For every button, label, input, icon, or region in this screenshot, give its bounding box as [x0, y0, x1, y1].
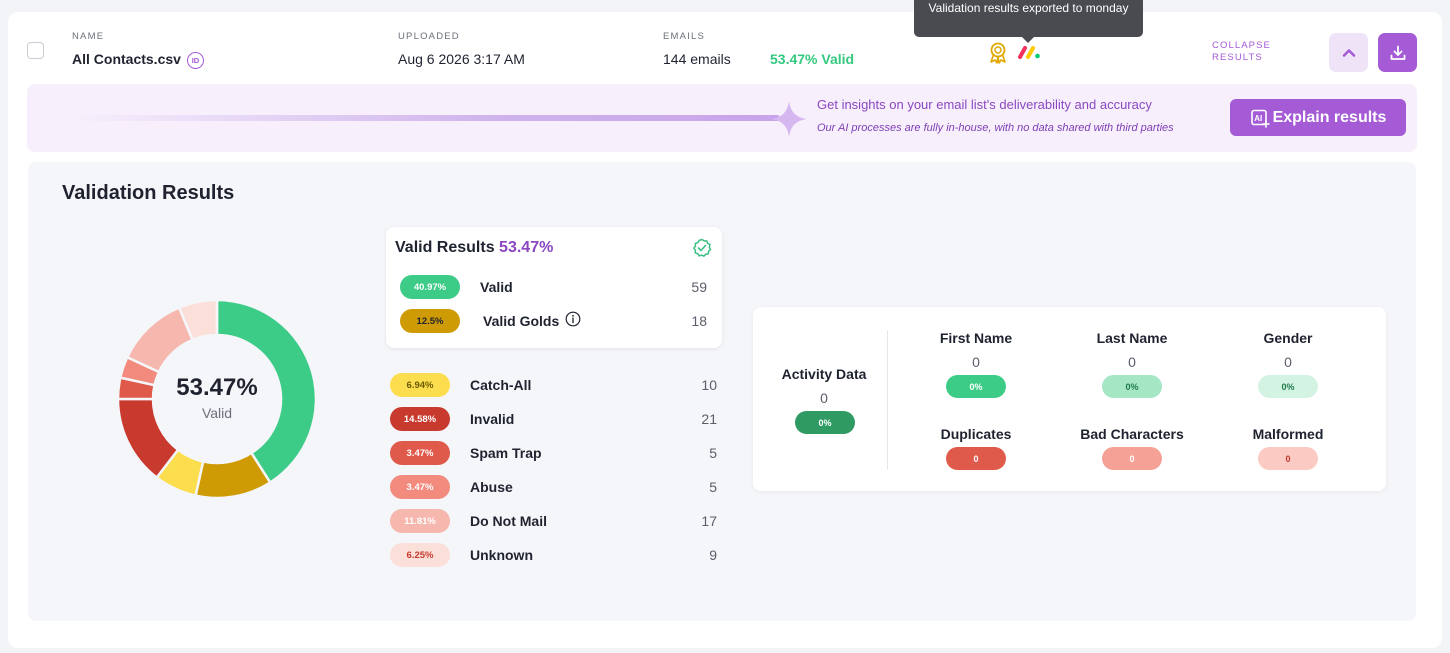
banner-subtitle: Our AI processes are fully in-house, wit…	[817, 122, 1174, 134]
uploaded-label: UPLOADED	[398, 31, 460, 42]
sparkle-icon	[771, 101, 807, 137]
svg-text:AI: AI	[1254, 114, 1262, 123]
ai-icon: AI	[1250, 109, 1270, 128]
uploaded-date: Aug 6 2026 3:17 AM	[398, 51, 525, 67]
invalid-pct-pill: 14.58%	[390, 407, 450, 431]
last-name-pill: 0%	[1102, 375, 1162, 398]
last-name-value: 0	[1128, 354, 1136, 370]
banner-title: Get insights on your email list's delive…	[817, 97, 1152, 112]
unknown-label: Unknown	[470, 547, 533, 563]
collapse-button[interactable]	[1329, 33, 1368, 72]
abuse-count: 5	[709, 479, 717, 495]
first-name-value: 0	[972, 354, 980, 370]
donut-segment-valid	[215, 299, 317, 485]
last-name-label: Last Name	[1096, 330, 1168, 346]
invalid-count: 21	[701, 411, 717, 427]
unknown-count: 9	[709, 547, 717, 563]
catch-all-pct-pill: 6.94%	[390, 373, 450, 397]
spam-trap-pct-pill: 3.47%	[390, 441, 450, 465]
gender-value: 0	[1284, 354, 1292, 370]
export-tooltip: Validation results exported to monday	[914, 0, 1143, 43]
file-name-text: All Contacts.csv	[72, 51, 181, 67]
bad-characters-pill: 0	[1102, 447, 1162, 470]
activity-data-label: Activity Data	[781, 366, 867, 382]
info-icon[interactable]	[565, 311, 581, 327]
valid-golds-label: Valid Golds	[483, 311, 581, 329]
download-icon	[1390, 45, 1405, 60]
valid-count: 59	[691, 279, 707, 295]
first-name-pill: 0%	[946, 375, 1006, 398]
gender-label: Gender	[1263, 330, 1313, 346]
donut-segment-unknown	[177, 299, 219, 342]
results-donut-chart	[117, 299, 317, 499]
duplicates-pill: 0	[946, 447, 1006, 470]
banner-decoration	[67, 115, 780, 121]
spam-trap-label: Spam Trap	[470, 445, 542, 461]
file-name: All Contacts.csv ID	[72, 51, 204, 69]
check-circle-icon	[693, 238, 712, 257]
emails-count: 144 emails	[663, 51, 731, 67]
first-name-label: First Name	[939, 330, 1013, 346]
award-icon[interactable]	[988, 42, 1008, 64]
abuse-label: Abuse	[470, 479, 513, 495]
valid-golds-pct-pill: 12.5%	[400, 309, 460, 333]
emails-label: EMAILS	[663, 31, 706, 42]
valid-results-pct: 53.47%	[499, 239, 554, 256]
do-not-mail-count: 17	[701, 513, 717, 529]
valid-pct-pill: 40.97%	[400, 275, 460, 299]
donut-percentage: 53.47%	[176, 374, 258, 401]
catch-all-count: 10	[701, 377, 717, 393]
monday-icon[interactable]	[1017, 44, 1041, 60]
validation-results-title: Validation Results	[62, 182, 235, 204]
gender-pill: 0%	[1258, 375, 1318, 398]
catch-all-label: Catch-All	[470, 377, 532, 393]
malformed-label: Malformed	[1252, 426, 1324, 442]
do-not-mail-pct-pill: 11.81%	[390, 509, 450, 533]
malformed-pill: 0	[1258, 447, 1318, 470]
duplicates-label: Duplicates	[940, 426, 1012, 442]
collapse-results-label[interactable]: COLLAPSE RESULTS	[1212, 40, 1271, 63]
do-not-mail-label: Do Not Mail	[470, 513, 547, 529]
activity-data-value: 0	[820, 390, 828, 406]
download-button[interactable]	[1378, 33, 1417, 72]
ai-insights-banner	[27, 84, 1417, 152]
spam-trap-count: 5	[709, 445, 717, 461]
valid-results-title: Valid Results 53.47%	[395, 239, 554, 256]
explain-results-label: Explain results	[1272, 108, 1387, 126]
unknown-pct-pill: 6.25%	[390, 543, 450, 567]
enrichment-divider	[887, 330, 888, 470]
valid-golds-count: 18	[691, 313, 707, 329]
abuse-pct-pill: 3.47%	[390, 475, 450, 499]
valid-percentage: 53.47% Valid	[770, 51, 855, 67]
explain-results-button[interactable]: AI Explain results	[1230, 99, 1406, 136]
invalid-label: Invalid	[470, 411, 515, 427]
select-checkbox[interactable]	[27, 42, 44, 59]
bad-characters-label: Bad Characters	[1080, 426, 1184, 442]
valid-label: Valid	[480, 279, 513, 295]
donut-label: Valid	[201, 405, 233, 421]
name-label: NAME	[72, 31, 105, 42]
id-badge[interactable]: ID	[186, 51, 204, 69]
activity-data-pill: 0%	[795, 411, 855, 434]
chevron-up-icon	[1342, 48, 1355, 57]
